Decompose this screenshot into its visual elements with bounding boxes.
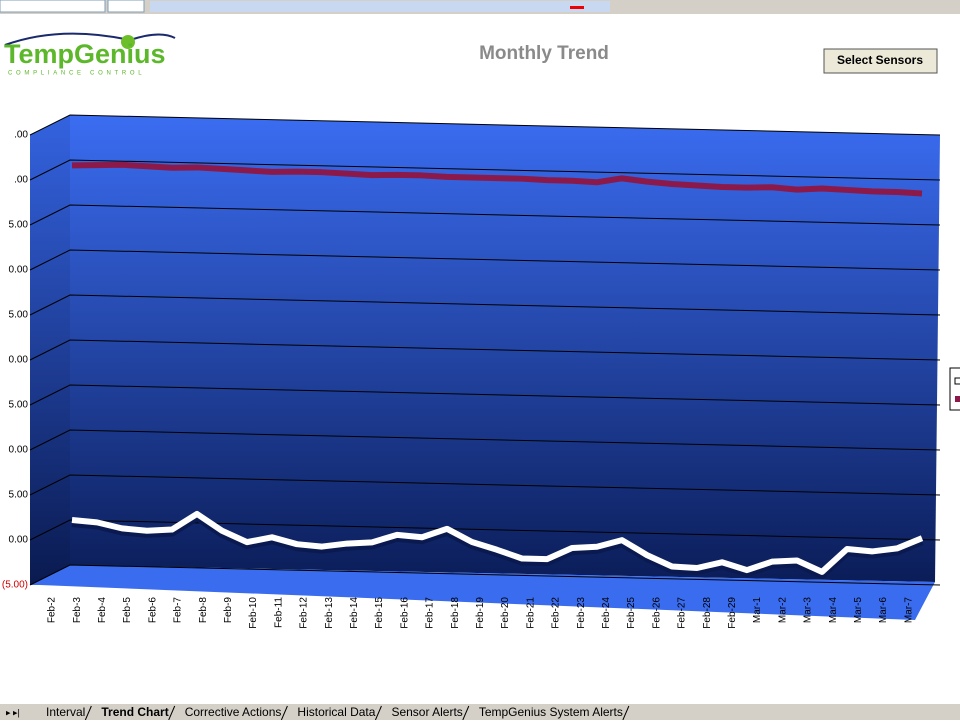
x-tick-label: Mar-2 [777,597,788,624]
grid-line [29,339,941,361]
x-tick-label: Mar-6 [878,597,889,624]
x-tick-label: Feb-19 [475,597,486,629]
y-tick-label: 0.00 [9,535,29,546]
grid-line [29,204,941,226]
sheet-tab[interactable]: Historical Data [297,705,375,719]
x-tick-label: Feb-6 [147,597,158,624]
select-sensors-button[interactable] [823,48,938,74]
tab-divider [622,705,630,721]
x-tick-label: Feb-4 [97,597,108,624]
grid-line [29,429,941,451]
x-tick-label: Feb-8 [198,597,209,624]
x-tick-label: Feb-3 [72,597,83,624]
y-tick-label: 5.00 [9,310,29,321]
x-tick-label: Feb-27 [677,597,688,629]
button-label[interactable]: Select Sensors [837,53,923,67]
grid-line [29,114,941,136]
format-buttons[interactable] [150,1,610,12]
grid-line [29,474,941,496]
chart-title: Monthly Trend [479,43,609,64]
grid-line [29,564,941,586]
y-tick-label: .00 [14,175,28,186]
x-tick-label: Feb-26 [651,597,662,629]
x-tick-label: Feb-29 [727,597,738,629]
x-tick-label: Feb-24 [601,597,612,629]
y-tick-label: 0.00 [9,355,29,366]
x-tick-label: Mar-5 [853,597,864,624]
x-tick-label: Feb-18 [450,597,461,629]
x-tick-label: Feb-21 [525,597,536,629]
tab-divider [280,705,288,721]
size-box[interactable] [107,0,145,13]
sheet-tab[interactable]: Sensor Alerts [391,705,462,719]
x-tick-label: Feb-10 [248,597,259,629]
grid-line [29,519,941,541]
y-tick-label: 5.00 [9,490,29,501]
x-tick-label: Mar-7 [903,597,914,624]
x-tick-label: Feb-14 [349,597,360,629]
legend-key [955,396,960,402]
x-tick-label: Feb-20 [500,597,511,629]
x-tick-label: Feb-28 [702,597,713,629]
floor [30,565,935,620]
y-tick-label: (5.00) [2,580,28,591]
logo-swoosh [4,32,176,46]
font-box[interactable] [0,0,106,13]
tab-divider [84,705,92,721]
legend [949,367,960,411]
x-tick-label: Feb-11 [273,597,284,628]
x-tick-label: Feb-2 [47,597,58,624]
x-tick-label: Mar-4 [828,597,839,624]
grid-line [29,384,941,406]
x-tick-label: Mar-1 [752,597,763,624]
x-tick-label: Feb-5 [122,597,133,624]
grid-line [29,294,941,316]
y-tick-label: 5.00 [9,400,29,411]
x-tick-label: Mar-3 [803,597,814,624]
x-tick-label: Feb-13 [324,597,335,629]
x-tick-label: Feb-12 [299,597,310,629]
tab-divider [462,705,470,721]
font-color[interactable] [570,6,584,9]
y-tick-label: 0.00 [9,445,29,456]
logo-dot [121,35,135,49]
x-tick-label: Feb-17 [425,597,436,629]
sheet-tab[interactable]: Interval [46,705,85,719]
x-tick-label: Feb-7 [173,597,184,624]
x-tick-label: Feb-16 [399,597,410,629]
tab-divider [168,705,176,721]
x-tick-label: Feb-23 [576,597,587,629]
x-tick-label: Feb-9 [223,597,234,624]
x-tick-label: Feb-15 [374,597,385,629]
tab-bar [0,704,960,720]
legend-key [954,377,960,385]
logo-tagline: COMPLIANCE CONTROL [8,71,145,77]
y-tick-label: 5.00 [9,220,29,231]
tab-nav[interactable]: ▸ ▸| [6,707,20,717]
sheet-tab[interactable]: TempGenius System Alerts [479,705,623,719]
series-line [71,161,923,197]
sheet-tab[interactable]: Corrective Actions [185,705,282,719]
x-tick-label: Feb-25 [626,597,637,629]
sheet-tab[interactable]: Trend Chart [101,705,168,719]
series-line [71,510,924,575]
y-tick-label: 0.00 [9,265,29,276]
grid-line [29,249,941,271]
tab-divider [374,705,382,721]
back-wall [70,115,940,582]
y-tick-label: .00 [14,130,28,141]
grid-line [29,159,941,181]
logo-name: TempGenius [4,39,166,69]
x-tick-label: Feb-22 [551,597,562,629]
